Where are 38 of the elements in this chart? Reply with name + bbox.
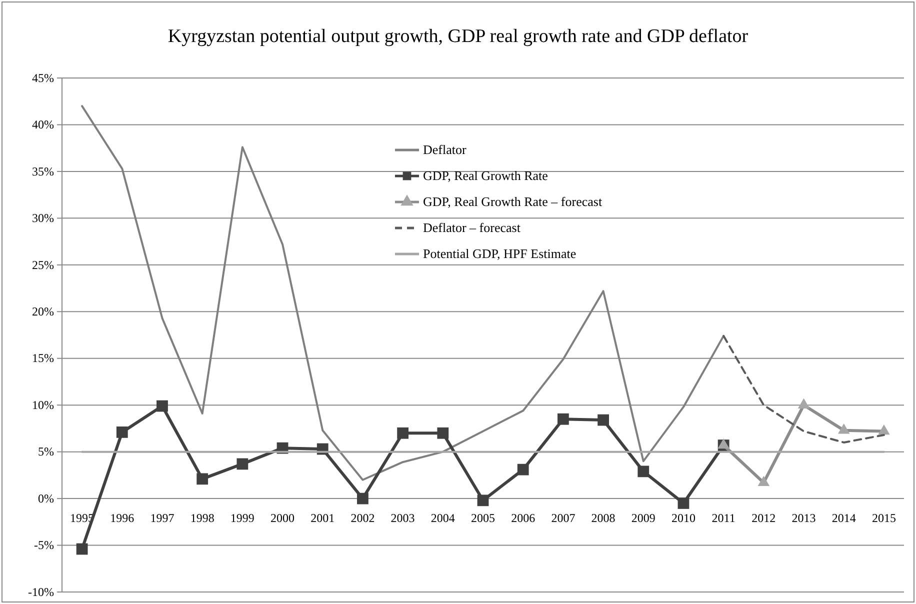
x-tick-label: 1997 xyxy=(150,511,174,526)
x-tick-label: 2009 xyxy=(631,511,656,526)
y-tick-label: -5% xyxy=(34,538,54,552)
y-tick-label: 30% xyxy=(32,211,54,226)
x-tick-label: 2015 xyxy=(872,511,896,526)
x-tick-label: 2000 xyxy=(270,511,295,526)
x-tick-label: 2013 xyxy=(792,511,816,526)
y-tick-label: 10% xyxy=(32,398,54,412)
x-tick-label: 2014 xyxy=(832,511,856,526)
x-tick-label: 2002 xyxy=(350,511,375,526)
x-tick-label: 2011 xyxy=(712,511,736,526)
y-tick-label: 40% xyxy=(32,118,54,132)
x-tick-label: 1999 xyxy=(230,511,254,526)
y-tick-label: 5% xyxy=(38,444,54,459)
x-tick-label: 2012 xyxy=(752,511,776,526)
x-tick-label: 2005 xyxy=(471,511,495,526)
y-tick-label: 20% xyxy=(32,304,54,318)
chart-title: Kyrgyzstan potential output growth, GDP real growth rate and GDP deflator xyxy=(168,26,749,47)
x-tick-label: 2008 xyxy=(591,511,616,526)
x-tick-label: 1996 xyxy=(110,511,134,526)
legend-label: GDP, Real Growth Rate – forecast xyxy=(423,194,602,209)
legend-label: Deflator xyxy=(423,142,467,157)
x-tick-label: 2006 xyxy=(511,511,536,526)
x-tick-label: 2004 xyxy=(430,511,455,526)
y-tick-label: 0% xyxy=(38,491,54,506)
y-tick-label: 35% xyxy=(32,164,54,178)
x-tick-label: 1998 xyxy=(190,511,214,526)
legend-label: Deflator – forecast xyxy=(423,220,521,235)
y-tick-label: 15% xyxy=(32,351,54,366)
x-tick-label: 2003 xyxy=(390,511,415,526)
x-tick-label: 2001 xyxy=(310,511,335,526)
y-tick-label: 45% xyxy=(32,70,54,85)
legend-label: Potential GDP, HPF Estimate xyxy=(423,246,576,261)
y-tick-label: -10% xyxy=(28,584,54,599)
legend-label: GDP, Real Growth Rate xyxy=(423,168,548,183)
x-tick-label: 2007 xyxy=(551,511,576,526)
x-tick-label: 2010 xyxy=(671,511,696,526)
y-tick-label: 25% xyxy=(32,258,54,272)
